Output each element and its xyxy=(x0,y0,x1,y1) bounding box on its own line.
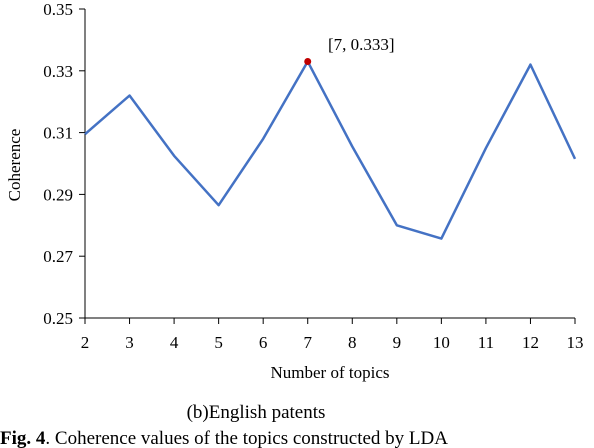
y-tick-label: 0.27 xyxy=(43,247,73,266)
y-tick-label: 0.35 xyxy=(43,0,73,19)
x-tick-label: 6 xyxy=(259,333,268,352)
x-tick-label: 9 xyxy=(393,333,402,352)
highlight-annotation: [7, 0.333] xyxy=(328,35,395,54)
x-tick-label: 5 xyxy=(214,333,223,352)
x-tick-label: 8 xyxy=(348,333,357,352)
x-axis xyxy=(84,317,576,324)
x-tick-label: 10 xyxy=(433,333,450,352)
y-tick-label: 0.25 xyxy=(43,309,73,328)
series-group xyxy=(84,58,577,240)
x-tick-labels: 2 3 4 5 6 7 8 9 10 11 12 13 xyxy=(81,333,584,352)
x-tick-label: 13 xyxy=(567,333,584,352)
y-tick-label: 0.33 xyxy=(43,62,73,81)
x-tick-label: 2 xyxy=(81,333,90,352)
y-tick-labels: 0.25 0.27 0.29 0.31 0.33 0.35 xyxy=(43,0,73,328)
figure-caption: Fig. 4. Coherence values of the topics c… xyxy=(0,428,448,448)
y-tick-label: 0.29 xyxy=(43,185,73,204)
figure-caption-text: . Coherence values of the topics constru… xyxy=(45,428,448,448)
series-line xyxy=(84,60,577,240)
y-axis-title: Coherence xyxy=(5,129,24,202)
x-axis-title: Number of topics xyxy=(271,363,390,382)
y-axis xyxy=(79,8,86,319)
x-tick-label: 7 xyxy=(303,333,312,352)
x-tick-label: 11 xyxy=(478,333,494,352)
y-tick-label: 0.31 xyxy=(43,124,73,143)
highlight-point xyxy=(304,58,312,66)
x-tick-label: 3 xyxy=(125,333,134,352)
x-tick-label: 4 xyxy=(170,333,179,352)
x-tick-label: 12 xyxy=(522,333,539,352)
figure-caption-label: Fig. 4 xyxy=(0,428,46,448)
subcaption: (b)English patents xyxy=(187,402,326,423)
